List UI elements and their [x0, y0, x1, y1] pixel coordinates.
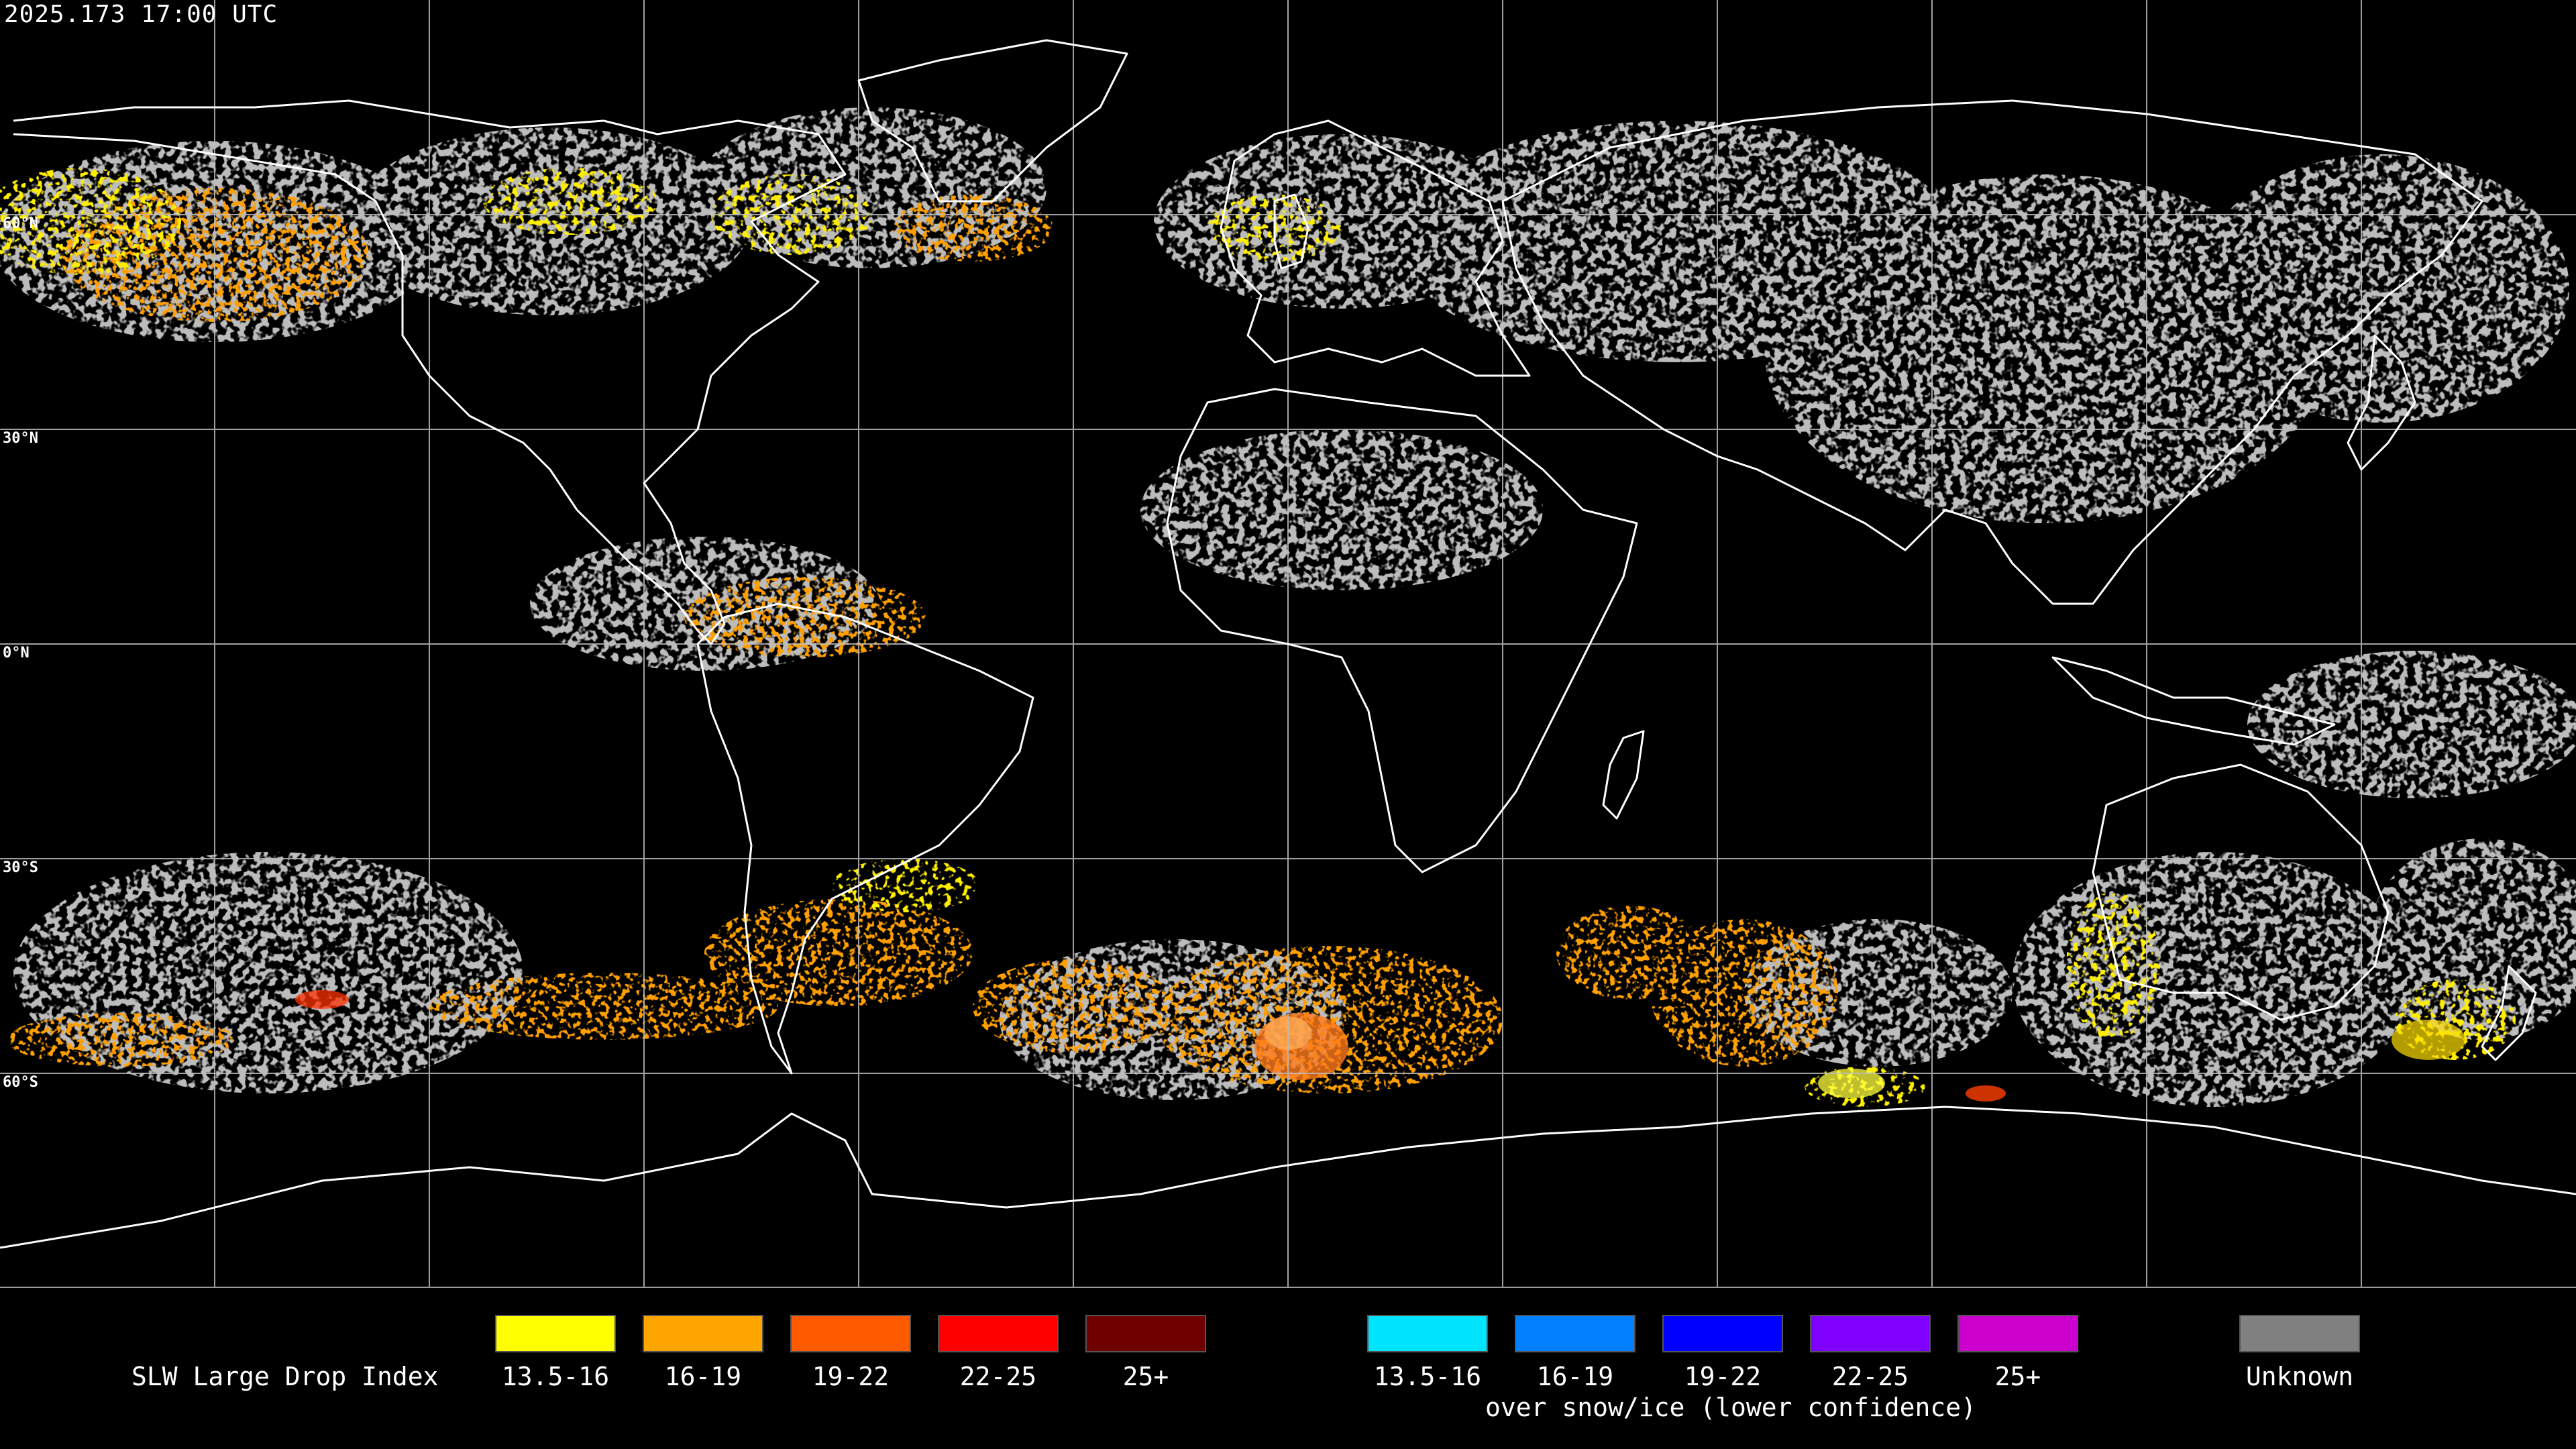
legend-swatch-unknown	[2239, 1315, 2360, 1352]
coast-north-america	[13, 99, 847, 645]
lat-label-30n: 30°N	[3, 430, 38, 447]
legend-label-primary-2: 16-19	[664, 1362, 742, 1391]
legend-swatch-primary-3	[790, 1315, 911, 1352]
slw-intense-cores	[295, 990, 2465, 1102]
legend-label-snowice-2: 16-19	[1536, 1362, 1614, 1391]
legend-label-primary-4: 22-25	[959, 1362, 1037, 1391]
legend-swatch-primary-1	[495, 1315, 616, 1352]
legend-label-primary-1: 13.5-16	[501, 1362, 610, 1391]
legend-swatch-primary-5	[1085, 1315, 1206, 1352]
coast-australia	[2092, 763, 2390, 1021]
coast-new-zealand	[2481, 965, 2537, 1061]
coast-greenland	[857, 39, 1128, 203]
legend-label-primary-3: 19-22	[812, 1362, 890, 1391]
timestamp-label: 2025.173 17:00 UTC	[4, 1, 278, 28]
map-canvas	[0, 0, 2576, 1287]
lat-label-0n: 0°N	[3, 645, 30, 661]
coast-africa	[1166, 388, 1638, 873]
legend-label-snowice-4: 22-25	[1831, 1362, 1909, 1391]
legend-subtitle: over snow/ice (lower confidence)	[1485, 1393, 1977, 1422]
legend-divider	[0, 1287, 2576, 1288]
coastlines	[0, 39, 2576, 1249]
legend-label-snowice-3: 19-22	[1684, 1362, 1762, 1391]
coast-madagascar	[1602, 730, 1645, 820]
legend-label-snowice-5: 25+	[1994, 1362, 2041, 1391]
lat-label-60s: 60°S	[3, 1074, 38, 1091]
legend-swatch-snowice-3	[1662, 1315, 1783, 1352]
coast-europe	[1220, 119, 1531, 377]
coast-south-america	[696, 602, 1034, 1075]
legend-swatch-snowice-2	[1515, 1315, 1635, 1352]
legend-swatch-snowice-5	[1957, 1315, 2078, 1352]
coast-antarctica	[0, 1106, 2576, 1249]
coast-japan	[2347, 334, 2416, 471]
latlon-grid	[0, 0, 2576, 1287]
legend-swatch-snowice-1	[1367, 1315, 1488, 1352]
coast-uk	[1273, 193, 1309, 270]
legend-panel: SLW Large Drop Index 13.5-16 16-19 19-22…	[0, 1288, 2576, 1449]
legend-label-unknown: Unknown	[2245, 1362, 2354, 1391]
legend-swatch-snowice-4	[1810, 1315, 1931, 1352]
legend-label-snowice-1: 13.5-16	[1373, 1362, 1482, 1391]
legend-swatch-primary-4	[938, 1315, 1059, 1352]
lat-label-60n: 60°N	[3, 215, 38, 232]
global-map: 2025.173 17:00 UTC 60°N 30°N 0°N 30°S 60…	[0, 0, 2576, 1287]
coast-southeast-asia-islands	[2051, 656, 2336, 746]
legend-title: SLW Large Drop Index	[131, 1362, 439, 1391]
legend-swatch-primary-2	[643, 1315, 763, 1352]
coast-asia	[1501, 99, 2483, 605]
lat-label-30s: 30°S	[3, 859, 38, 876]
legend-label-primary-5: 25+	[1122, 1362, 1169, 1391]
